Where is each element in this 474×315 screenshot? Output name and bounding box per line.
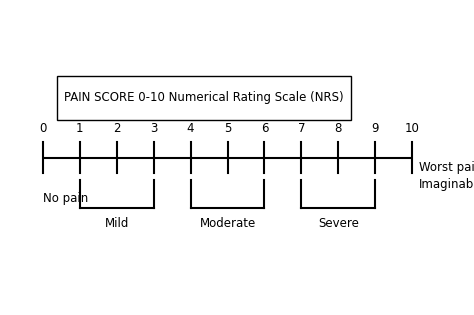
Text: 2: 2	[113, 123, 120, 135]
Text: 6: 6	[261, 123, 268, 135]
Text: Moderate: Moderate	[200, 217, 255, 230]
Text: 5: 5	[224, 123, 231, 135]
Text: Imaginable: Imaginable	[419, 178, 474, 191]
Text: 0: 0	[39, 123, 46, 135]
Text: No pain: No pain	[43, 192, 88, 205]
Text: 7: 7	[298, 123, 305, 135]
Text: 10: 10	[405, 123, 420, 135]
Text: Severe: Severe	[318, 217, 359, 230]
Text: 3: 3	[150, 123, 157, 135]
Text: 9: 9	[372, 123, 379, 135]
Text: 1: 1	[76, 123, 83, 135]
Text: PAIN SCORE 0-10 Numerical Rating Scale (NRS): PAIN SCORE 0-10 Numerical Rating Scale (…	[64, 91, 344, 104]
Text: Worst pain: Worst pain	[419, 161, 474, 174]
Text: Mild: Mild	[104, 217, 129, 230]
Text: 4: 4	[187, 123, 194, 135]
FancyBboxPatch shape	[57, 76, 351, 120]
Text: 8: 8	[335, 123, 342, 135]
